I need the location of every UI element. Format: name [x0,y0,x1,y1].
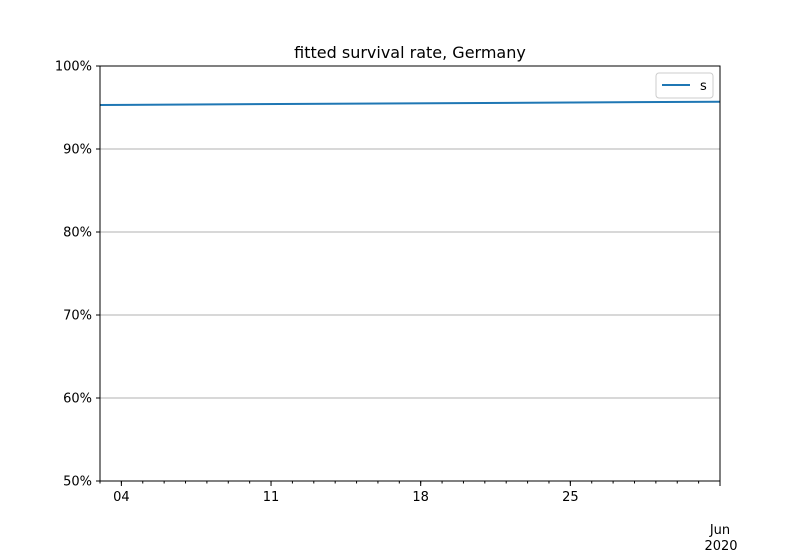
x-tick-label: 04 [113,490,130,505]
x-tick-label: 11 [263,490,280,505]
series-layer [99,100,721,107]
x-tick-label: 25 [562,490,579,505]
legend: s [655,72,714,99]
chart-title: fitted survival rate, Germany [294,43,526,62]
grid-lines [100,65,720,482]
y-tick-label: 100% [55,60,92,75]
y-axis: 50% 60% 70% 80% 90% 100% [55,60,100,490]
x-month-label: Jun [709,523,730,538]
y-tick-label: 70% [63,309,92,324]
y-tick-label: 50% [63,475,92,490]
y-tick-label: 90% [63,143,92,158]
legend-label: s [700,79,707,94]
x-year-label: 2020 [704,539,737,550]
axes-frame [99,65,721,482]
y-tick-label: 60% [63,392,92,407]
x-tick-label: 18 [412,490,429,505]
y-tick-label: 80% [63,226,92,241]
series-line [99,100,721,107]
